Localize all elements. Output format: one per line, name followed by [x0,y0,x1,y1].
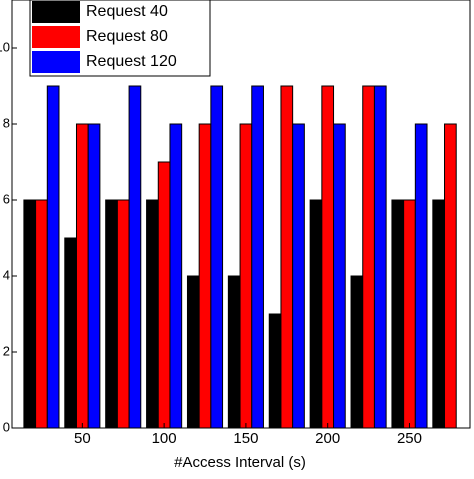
plot-frame [11,0,471,429]
bar [362,85,375,429]
bar [350,275,364,429]
bar [23,199,37,429]
bar [333,123,346,429]
y-tick-label: 2 [3,343,10,358]
bar [87,123,101,429]
x-tick-label: 150 [233,430,258,447]
bar [432,199,446,429]
bar [46,85,60,429]
bar [321,85,335,429]
bar [292,123,305,429]
legend-label: Request 40 [86,3,168,20]
bar [198,123,212,429]
bar [309,199,323,429]
y-tick-label: 4 [3,267,10,282]
bar [128,85,142,429]
bar [146,199,159,429]
x-tick-label: 50 [74,430,91,447]
bar [403,199,416,429]
bar [186,275,200,429]
bar [373,85,387,429]
bar [239,123,253,429]
bar [75,123,89,429]
y-tick-label: 10 [0,39,10,54]
legend-label: Request 80 [86,28,168,45]
bar [169,123,183,429]
y-tick-label: 0 [3,419,10,434]
x-tick-label: 200 [315,430,340,447]
legend-swatch [32,26,80,48]
bar [64,237,77,429]
x-tick-label: 100 [152,430,177,447]
x-axis-label: #Access Interval (s) [174,454,306,471]
bar [157,161,171,429]
bar [268,313,282,429]
bar [280,85,294,429]
bar [414,123,428,429]
y-tick-label: 8 [3,115,10,130]
legend-label: Request 120 [86,53,177,70]
bar [251,85,264,429]
bar [227,275,241,429]
bar [105,199,118,429]
bar [116,199,130,429]
legend-swatch [32,1,80,23]
bar [35,199,48,429]
bar [444,123,457,429]
x-tick-label: 250 [397,430,422,447]
legend-swatch [32,51,80,73]
y-tick-label: 6 [3,191,10,206]
bar [210,85,224,429]
bar [391,199,405,429]
